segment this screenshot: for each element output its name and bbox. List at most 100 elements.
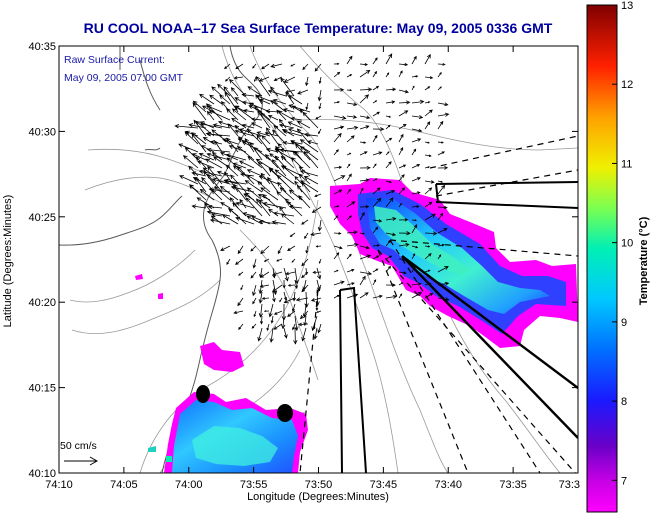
current-vector [359,94,370,104]
current-vector [188,165,199,177]
current-vector [235,63,244,70]
current-vector [299,169,319,177]
current-vector [265,109,279,114]
current-vector [333,215,339,221]
current-vector [437,151,446,156]
current-vector [346,253,352,260]
current-vector [359,62,369,66]
current-vector [245,197,263,217]
current-vector [385,217,397,221]
current-vector [359,245,370,250]
current-vector [233,310,244,315]
current-vector [304,291,309,308]
current-vector [346,215,352,221]
current-vector [293,327,298,345]
current-vector [288,204,303,210]
current-vector [424,154,432,157]
current-vector [385,115,392,118]
current-vector [258,76,270,82]
current-vector [346,188,351,195]
current-vector [424,269,431,273]
current-vector [318,128,322,135]
current-vector [411,148,417,156]
current-vector [223,86,239,105]
current-vector [255,94,279,105]
current-vector [259,267,263,279]
current-vector [255,75,271,97]
current-vector [216,170,231,177]
current-vector [437,205,448,210]
current-vector [267,176,279,193]
current-vector [310,297,322,302]
current-vector [424,201,433,208]
current-vector [359,165,371,170]
colorbar-tick-label: 7 [621,475,627,487]
current-vector [240,284,244,291]
current-vector [208,110,231,121]
current-vector [226,137,239,153]
y-tick-label: 40:25 [28,212,56,224]
current-vector [398,110,409,117]
current-vector [252,63,257,69]
y-tick-label: 40:20 [28,297,56,309]
current-vector [385,232,397,237]
current-vector [385,151,390,156]
current-vector [225,164,239,177]
current-vector [385,180,392,184]
current-vector [199,188,215,201]
current-vector [385,87,397,92]
current-vector [411,75,419,78]
current-vector [359,115,371,120]
current-vector [424,213,436,221]
x-tick-label: 73:55 [240,479,268,491]
current-vector [235,201,255,209]
current-vector [372,100,378,104]
current-vector [385,53,393,65]
current-vector [301,258,309,267]
x-tick-label: 73:45 [370,479,398,491]
current-vector [437,112,450,117]
current-vector [270,86,279,97]
current-vector [273,125,287,137]
current-vector [292,323,296,331]
current-vector [289,232,296,238]
current-vector [261,63,270,70]
current-vector [263,258,270,262]
current-vector [266,323,270,332]
current-vector [220,202,231,209]
current-vector [346,89,353,92]
current-vector [346,282,355,286]
current-vector [437,141,444,144]
current-vector [230,87,239,97]
current-vector [262,201,287,209]
current-vector [297,89,309,95]
colorbar-tick-label: 8 [621,396,627,408]
current-vector [333,245,343,250]
x-tick-label: 74:10 [45,479,73,491]
current-vector [210,140,223,145]
current-vector [258,291,263,304]
current-vector [305,102,309,111]
current-vector [359,69,371,78]
current-vector [333,62,340,65]
current-vector [194,176,207,193]
current-vector [209,218,231,225]
current-vector [233,76,244,80]
legend-line-1: Raw Surface Current: [64,54,165,66]
current-vector [302,279,307,291]
current-vector [424,187,433,195]
current-vector [220,245,231,251]
x-axis: 74:10 74:05 74:00 73:55 73:50 73:45 73:40 73:35… [45,46,580,491]
current-vector [333,294,340,299]
current-vector [211,212,223,217]
current-vector [424,86,431,91]
current-vector [372,151,383,156]
current-vector [231,108,247,121]
current-vector [372,178,378,182]
current-vector [372,70,377,78]
current-vector [281,315,286,330]
y-tick-label: 40:15 [28,383,56,395]
current-vector [200,145,215,153]
current-vector [182,155,199,169]
current-vector [261,297,270,300]
